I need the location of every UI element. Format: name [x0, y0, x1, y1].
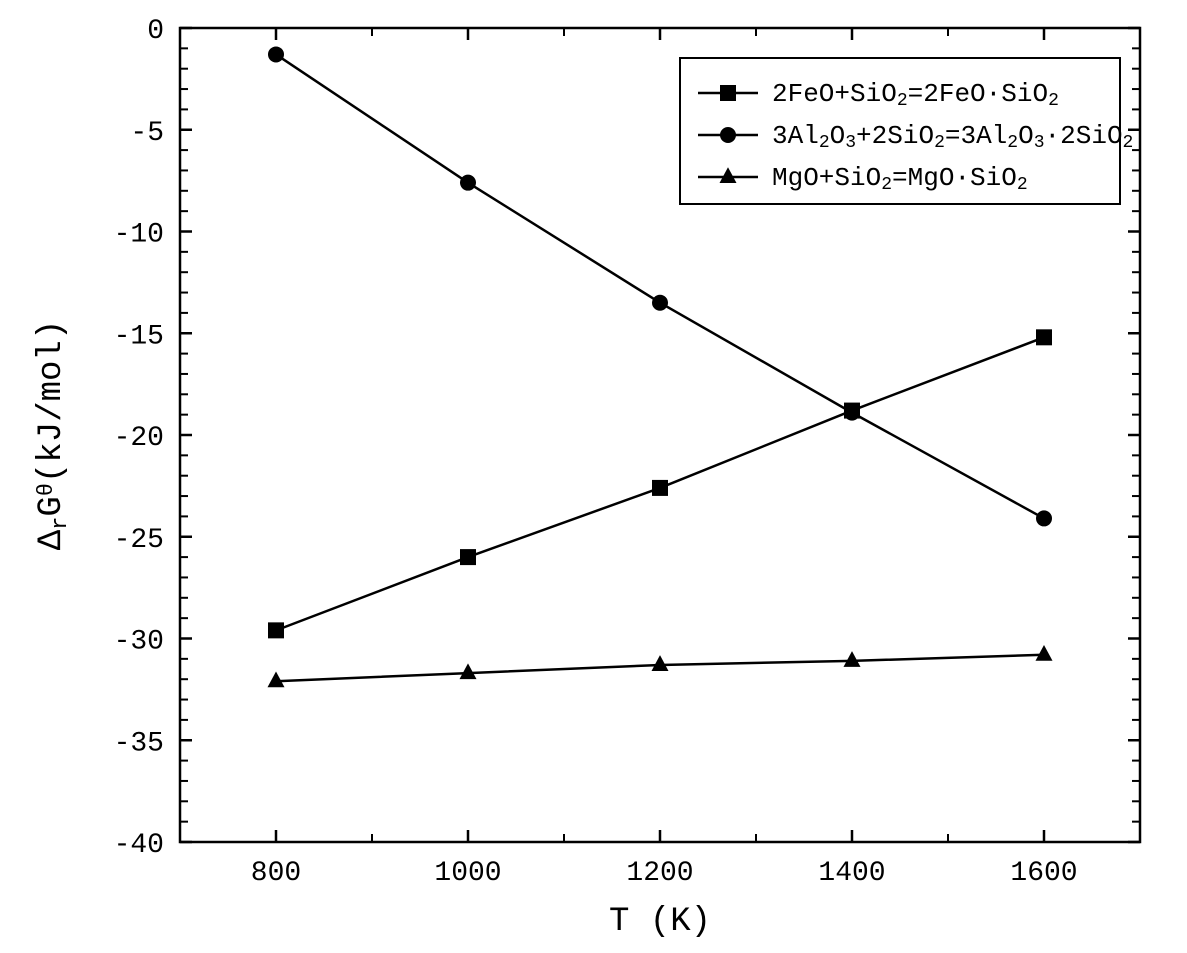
marker-triangle: [652, 655, 669, 671]
marker-circle: [652, 295, 668, 311]
marker-circle: [1036, 510, 1052, 526]
x-axis-label: T (K): [609, 903, 711, 941]
marker-square: [652, 480, 668, 496]
chart-svg: 800 1000 1200 1400 1600 0 -5 -10 -15 -20 -25 -30 -35…: [0, 0, 1187, 953]
y-axis-label: ΔrGθ(kJ/mol): [33, 320, 73, 550]
series-feo: [268, 329, 1052, 638]
x-tick-label: 1200: [626, 858, 693, 889]
marker-circle: [844, 405, 860, 421]
y-tick-label: -10: [114, 220, 164, 251]
legend-label-feo: 2FeO+SiO2=2FeO·SiO2: [772, 79, 1059, 111]
legend-label-mgo: MgO+SiO2=MgO·SiO2: [772, 163, 1028, 195]
marker-circle: [720, 127, 736, 143]
marker-triangle: [268, 671, 285, 687]
x-tick-label: 1600: [1010, 858, 1077, 889]
marker-square: [268, 622, 284, 638]
marker-square: [1036, 329, 1052, 345]
x-tick-label: 1000: [434, 858, 501, 889]
marker-triangle: [1036, 645, 1053, 661]
series-mgo: [268, 645, 1053, 687]
y-tick-label: -35: [114, 728, 164, 759]
y-axis-label-group: ΔrGθ(kJ/mol): [33, 320, 73, 550]
y-tick-label: -40: [114, 830, 164, 861]
y-tick-label: -25: [114, 525, 164, 556]
y-tick-label: -15: [114, 321, 164, 352]
legend: 2FeO+SiO2=2FeO·SiO23Al2O3+2SiO2=3Al2O3·2…: [680, 58, 1133, 204]
marker-triangle: [844, 651, 861, 667]
y-tick-label: -5: [130, 118, 164, 149]
marker-circle: [460, 175, 476, 191]
marker-triangle: [460, 663, 477, 679]
x-tick-label: 1400: [818, 858, 885, 889]
x-tick-label: 800: [251, 858, 301, 889]
y-tick-label: -20: [114, 423, 164, 454]
chart-container: 800 1000 1200 1400 1600 0 -5 -10 -15 -20 -25 -30 -35…: [0, 0, 1187, 953]
marker-square: [720, 85, 736, 101]
marker-circle: [268, 46, 284, 62]
y-tick-label: 0: [147, 16, 164, 47]
marker-square: [460, 549, 476, 565]
y-tick-label: -30: [114, 627, 164, 658]
